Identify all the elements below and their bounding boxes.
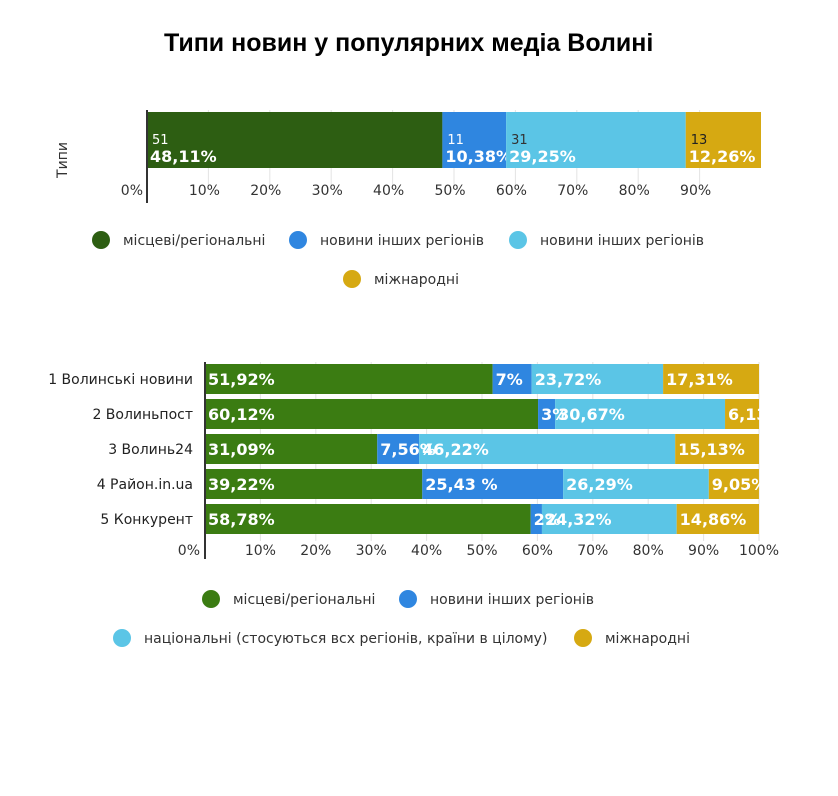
chart2-value-label: 15,13% (678, 440, 745, 459)
chart2-bar-2-segment-3 (555, 399, 726, 429)
chart2-value-label: 26,29% (566, 475, 633, 494)
chart2-bar-4-segment-3 (563, 469, 709, 499)
chart2-legend-marker-4 (574, 629, 592, 647)
chart2-category-label: 3 Волинь24 (108, 442, 193, 458)
chart1-legend-marker-3 (509, 231, 527, 249)
chart1-value-label-4: 12,26% (689, 147, 756, 166)
chart2-value-label: 60,12% (208, 405, 275, 424)
chart2-value-label: 39,22% (208, 475, 275, 494)
chart1-legend-label-3: новини інших регіонів (540, 233, 704, 249)
chart2-bar-4-segment-1 (205, 469, 423, 499)
chart1-segment-4 (685, 112, 761, 168)
chart2-value-label: 24,32% (545, 510, 612, 529)
chart1-tick-label: 50% (434, 183, 465, 199)
chart2-legend-marker-2 (399, 590, 417, 608)
chart2-category-label: 2 Волиньпост (92, 407, 193, 423)
chart2-value-label: 7% (496, 370, 523, 389)
chart2-tick-label: 40% (411, 543, 442, 559)
chart2-tick-label: 90% (688, 543, 719, 559)
chart1-value-label-1: 48,11% (150, 147, 217, 166)
chart2-bar-3-segment-4 (675, 434, 759, 464)
chart2-category-label: 1 Волинські новини (48, 372, 193, 388)
chart2-category-label: 5 Конкурент (100, 512, 193, 528)
chart2-bar-1-segment-3 (531, 364, 664, 394)
chart2-bar-1-segment-1 (205, 364, 493, 394)
chart2-value-label: 17,31% (666, 370, 733, 389)
chart2-value-label: 31,09% (208, 440, 275, 459)
chart1-legend-marker-4 (343, 270, 361, 288)
chart2-value-label: 3% (541, 405, 568, 424)
chart2-bar-3-segment-3 (419, 434, 676, 464)
chart1-legend-label-4: міжнародні (374, 272, 459, 288)
chart2-bar-2-segment-2 (538, 399, 556, 429)
chart1-segment-2 (442, 112, 507, 168)
chart2-bar-5-segment-2 (530, 504, 542, 534)
chart1-tick-label: 40% (373, 183, 404, 199)
chart1-value-label-2: 10,38% (445, 147, 512, 166)
chart2-bar-5-segment-1 (205, 504, 531, 534)
chart2-value-label: 23,72% (535, 370, 602, 389)
chart2-bar-1-segment-4 (663, 364, 759, 394)
chart1-tick-label: 90% (680, 183, 711, 199)
chart2-value-label: 46,22% (422, 440, 489, 459)
chart2-tick-label: 100% (739, 543, 779, 559)
chart2-value-label: 30,67% (558, 405, 625, 424)
chart1-value-label-3: 29,25% (509, 147, 576, 166)
chart2-value-label: 58,78% (208, 510, 275, 529)
chart2-bar-2-segment-1 (205, 399, 539, 429)
chart1-tick-label: 20% (250, 183, 281, 199)
chart1-tick-label: 10% (189, 183, 220, 199)
chart2-tick-label: 60% (522, 543, 553, 559)
chart2-bar-4-segment-2 (422, 469, 564, 499)
chart2-value-label: 2% (534, 510, 561, 529)
chart2-legend-label-3: національні (стосуються всх регіонів, кр… (144, 631, 547, 647)
chart1-tick-label: 70% (557, 183, 588, 199)
chart2-bar-3-segment-1 (205, 434, 378, 464)
chart1-tick-label: 0% (121, 183, 143, 199)
chart2-legend-label-2: новини інших регіонів (430, 592, 594, 608)
chart2-tick-label: 10% (245, 543, 276, 559)
chart2-value-label: 7,56% (380, 440, 436, 459)
chart2-bar-2-segment-4 (725, 399, 759, 429)
chart1-count-label-2: 11 (447, 133, 464, 148)
chart2-tick-label: 50% (466, 543, 497, 559)
chart2-tick-label: 80% (633, 543, 664, 559)
chart2-bar-5-segment-4 (676, 504, 759, 534)
chart-title: Типи новин у популярних медіа Волині (164, 29, 654, 57)
chart2-tick-label: 0% (178, 543, 200, 559)
chart1-count-label-4: 13 (691, 133, 708, 148)
chart1-axis-title: Типи (55, 142, 71, 179)
chart2-tick-label: 20% (300, 543, 331, 559)
chart2-value-label: 14,86% (680, 510, 747, 529)
chart2-value-label: 6,13% (728, 405, 784, 424)
chart2-bar-3-segment-2 (377, 434, 420, 464)
chart2-legend-marker-1 (202, 590, 220, 608)
chart1-tick-label: 30% (312, 183, 343, 199)
chart2-value-label: 9,05% (712, 475, 768, 494)
chart2-legend-marker-3 (113, 629, 131, 647)
chart1-segment-3 (506, 112, 686, 168)
chart1-count-label-3: 31 (511, 133, 528, 148)
chart2-category-label: 4 Район.in.ua (97, 477, 193, 493)
chart2-value-label: 25,43 % (425, 475, 497, 494)
chart2-bar-1-segment-2 (492, 364, 532, 394)
chart1-tick-label: 60% (496, 183, 527, 199)
chart1-tick-label: 80% (619, 183, 650, 199)
chart2-legend-label-1: місцеві/регіональні (233, 592, 375, 608)
chart2-legend-label-4: міжнародні (605, 631, 690, 647)
chart1-count-label-1: 51 (152, 133, 169, 148)
chart1-legend-label-2: новини інших регіонів (320, 233, 484, 249)
chart2-tick-label: 70% (577, 543, 608, 559)
chart1-legend-marker-1 (92, 231, 110, 249)
chart1-segment-1 (147, 112, 443, 168)
chart2-bar-4-segment-4 (708, 469, 759, 499)
chart2-bar-5-segment-3 (541, 504, 677, 534)
chart1-legend-label-1: місцеві/регіональні (123, 233, 265, 249)
chart1-legend-marker-2 (289, 231, 307, 249)
chart2-value-label: 51,92% (208, 370, 275, 389)
chart2-tick-label: 30% (356, 543, 387, 559)
